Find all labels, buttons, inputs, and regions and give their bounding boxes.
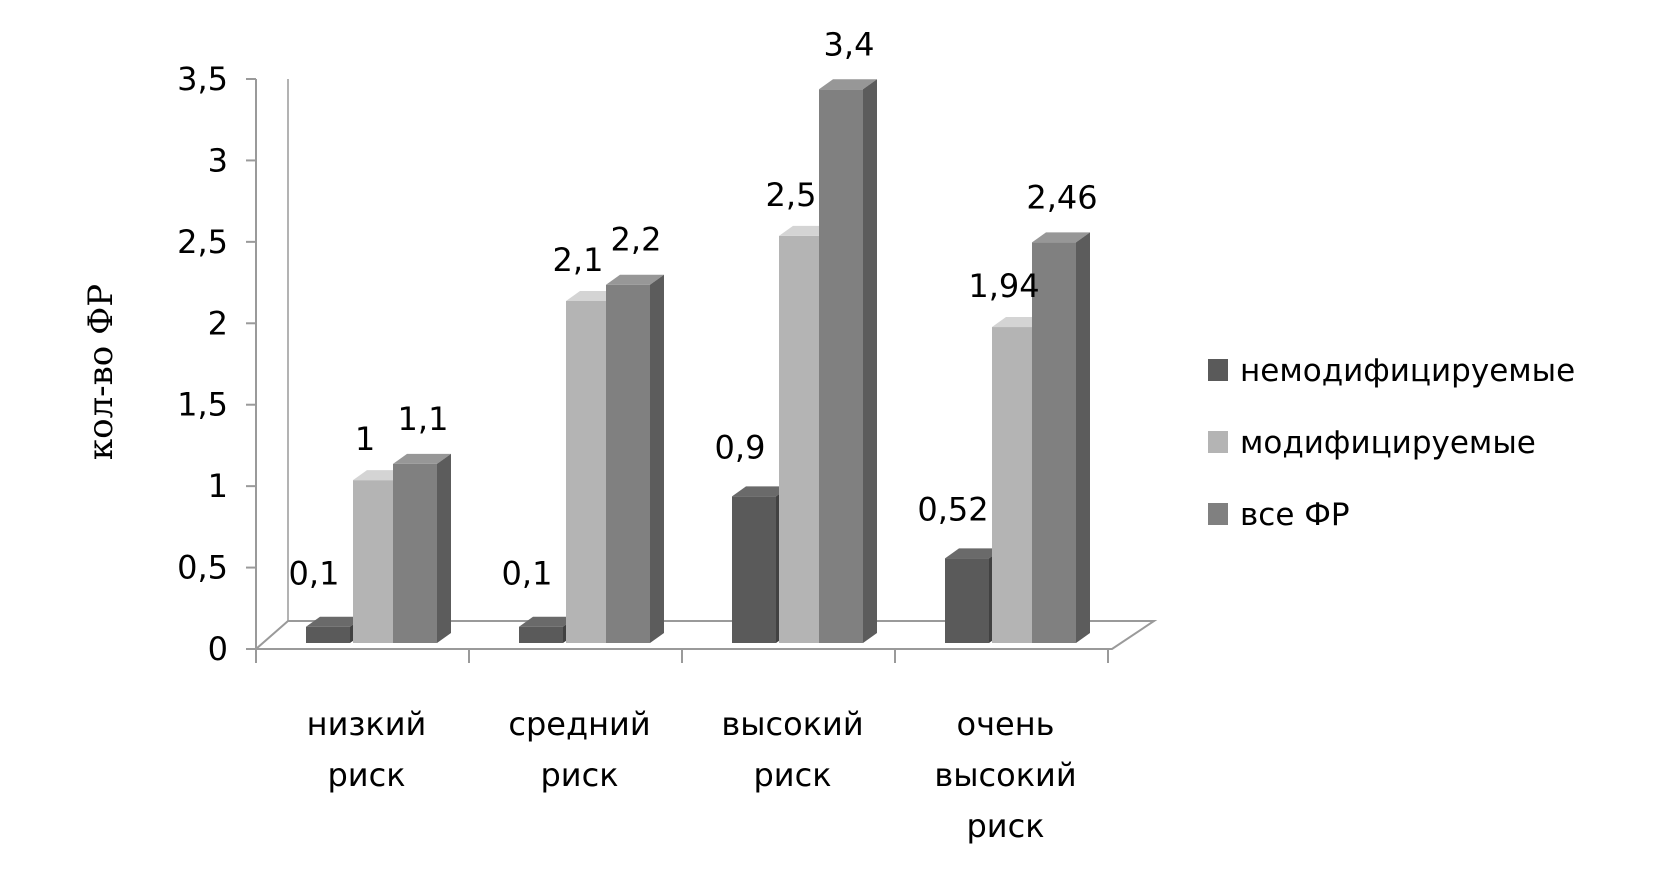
bar-top	[519, 616, 577, 627]
data-label: 0,1	[502, 555, 553, 593]
bar-front	[606, 284, 650, 643]
y-tick-label: 0,5	[177, 549, 228, 587]
data-label: 0,1	[289, 555, 340, 593]
bar-side	[437, 453, 451, 643]
legend-label: модифицируемые	[1240, 425, 1536, 461]
data-label: 1,94	[968, 267, 1039, 305]
data-label: 1,1	[398, 400, 449, 438]
data-label: 0,9	[715, 428, 766, 466]
bar-top	[732, 486, 790, 497]
bar-front	[732, 496, 776, 643]
legend-item: немодифицируемые	[1208, 353, 1575, 389]
bar-front	[779, 235, 823, 643]
bar-front	[992, 327, 1036, 643]
y-axis-label: кол-во ФР	[81, 284, 121, 460]
data-labels: 0,1 1 1,1 0,1 2,12,2 0,9 2,5 3,4 0,52 1,94 2,46	[289, 25, 1098, 592]
data-label: 0,52	[917, 490, 988, 528]
bar-side	[863, 79, 877, 644]
bar	[393, 453, 451, 643]
bar-top	[606, 274, 664, 285]
category-label: риск	[327, 756, 405, 794]
category-label: очень	[957, 705, 1055, 743]
bar	[566, 291, 624, 643]
data-label: 2,1	[553, 241, 604, 279]
data-label: 2,46	[1026, 178, 1097, 216]
legend-swatch	[1208, 431, 1228, 453]
category-label: риск	[966, 807, 1044, 845]
bar-side	[1076, 232, 1090, 643]
y-tick-label: 1,5	[177, 386, 228, 424]
bar-front	[353, 480, 397, 643]
bar	[606, 274, 664, 643]
bar-top	[1032, 232, 1090, 243]
data-label: 2,5	[766, 176, 817, 214]
bar-front	[945, 558, 989, 643]
y-tick-label: 2	[208, 304, 228, 342]
legend-swatch	[1208, 359, 1228, 381]
category-label: низкий	[307, 705, 427, 743]
bar-front	[566, 301, 610, 643]
bar-front	[819, 89, 863, 644]
legend-label: все ФР	[1240, 497, 1350, 533]
y-tick-label: 3	[208, 141, 228, 179]
bar	[819, 79, 877, 644]
bar-top	[819, 79, 877, 90]
y-tick-label: 3,5	[177, 60, 228, 98]
legend: немодифицируемые модифицируемые все ФР	[1208, 353, 1575, 533]
legend-label: немодифицируемые	[1240, 353, 1575, 389]
bar-front	[1032, 242, 1076, 643]
y-tick-label: 1	[208, 467, 228, 505]
category-label: риск	[540, 756, 618, 794]
y-tick-label: 2,5	[177, 223, 228, 261]
legend-swatch	[1208, 503, 1228, 525]
axes: 0 0,5 1 1,5 2 2,5 3 3,5 низкий риск средний риск выс…	[177, 60, 1158, 845]
bar-top	[945, 548, 1003, 559]
bar-front	[393, 463, 437, 643]
bar-front	[519, 626, 563, 643]
legend-item: модифицируемые	[1208, 425, 1536, 461]
category-label: высокий	[721, 705, 863, 743]
y-tick-label: 0	[208, 630, 228, 668]
bar-top	[393, 453, 451, 464]
legend-item: все ФР	[1208, 497, 1350, 533]
bar-side	[650, 274, 664, 643]
category-label: высокий	[934, 756, 1076, 794]
data-label: 1	[355, 420, 375, 458]
bar-top	[306, 616, 364, 627]
bars	[306, 79, 1090, 644]
bar-front	[306, 626, 350, 643]
data-label: 2,2	[611, 221, 662, 259]
bar	[1032, 232, 1090, 643]
category-label: риск	[753, 756, 831, 794]
data-label: 3,4	[824, 25, 875, 63]
category-label: средний	[508, 705, 650, 743]
